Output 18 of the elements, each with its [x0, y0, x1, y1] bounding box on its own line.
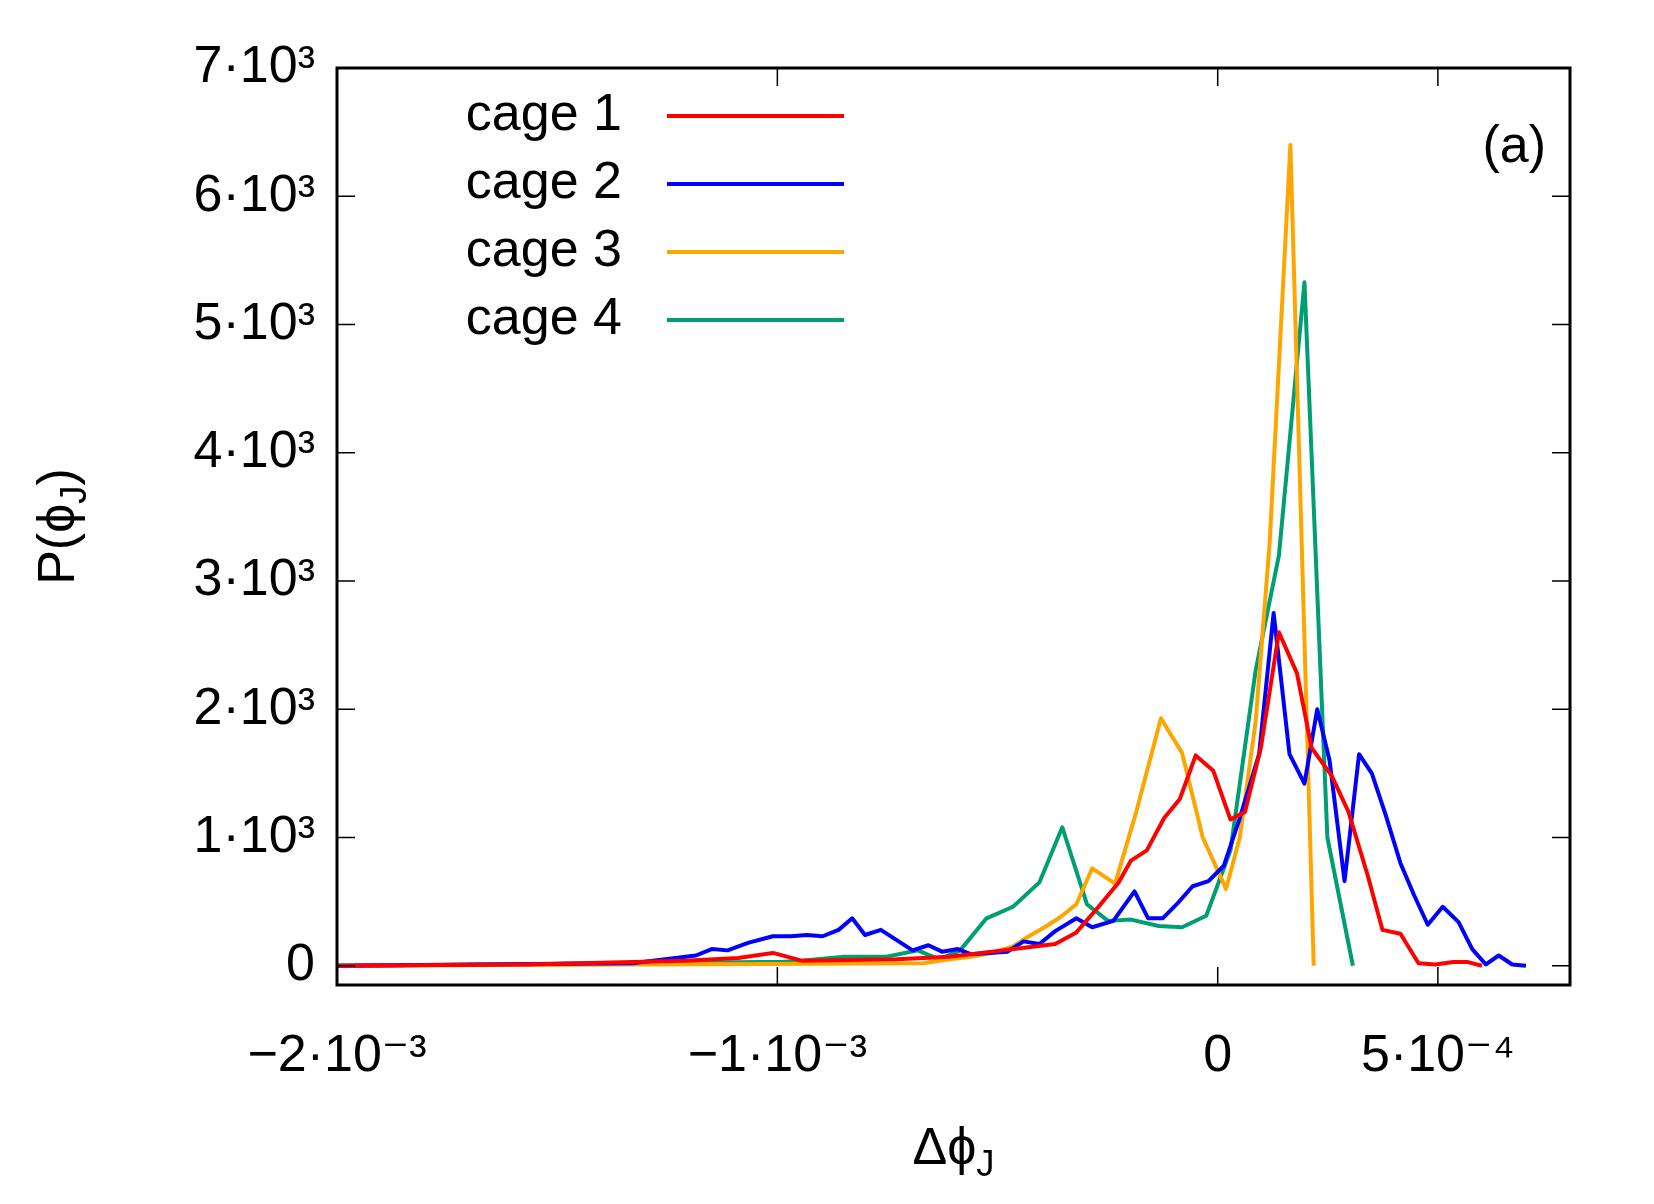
legend-label: cage 3: [465, 219, 622, 278]
y-tick-label: 5·10³: [193, 291, 315, 350]
legend-label: cage 4: [465, 287, 622, 346]
y-tick-label: 3·10³: [193, 548, 315, 607]
annotation: (a): [1482, 115, 1546, 174]
x-tick-label: −2·10⁻³: [247, 1023, 427, 1082]
y-tick-label: 0: [286, 933, 315, 992]
x-tick-label: 5·10⁻⁴: [1360, 1023, 1515, 1082]
y-tick-label: 7·10³: [193, 35, 315, 94]
legend-label: cage 1: [465, 83, 622, 142]
y-tick-label: 6·10³: [193, 163, 315, 222]
y-tick-label: 4·10³: [193, 420, 315, 479]
y-axis-title: P(ϕJ): [27, 468, 94, 585]
x-tick-label: 0: [1203, 1023, 1233, 1082]
x-tick-label: −1·10⁻³: [687, 1023, 867, 1082]
y-tick-label: 2·10³: [193, 676, 315, 735]
y-tick-label: 1·10³: [193, 804, 315, 863]
legend-label: cage 2: [465, 151, 622, 210]
